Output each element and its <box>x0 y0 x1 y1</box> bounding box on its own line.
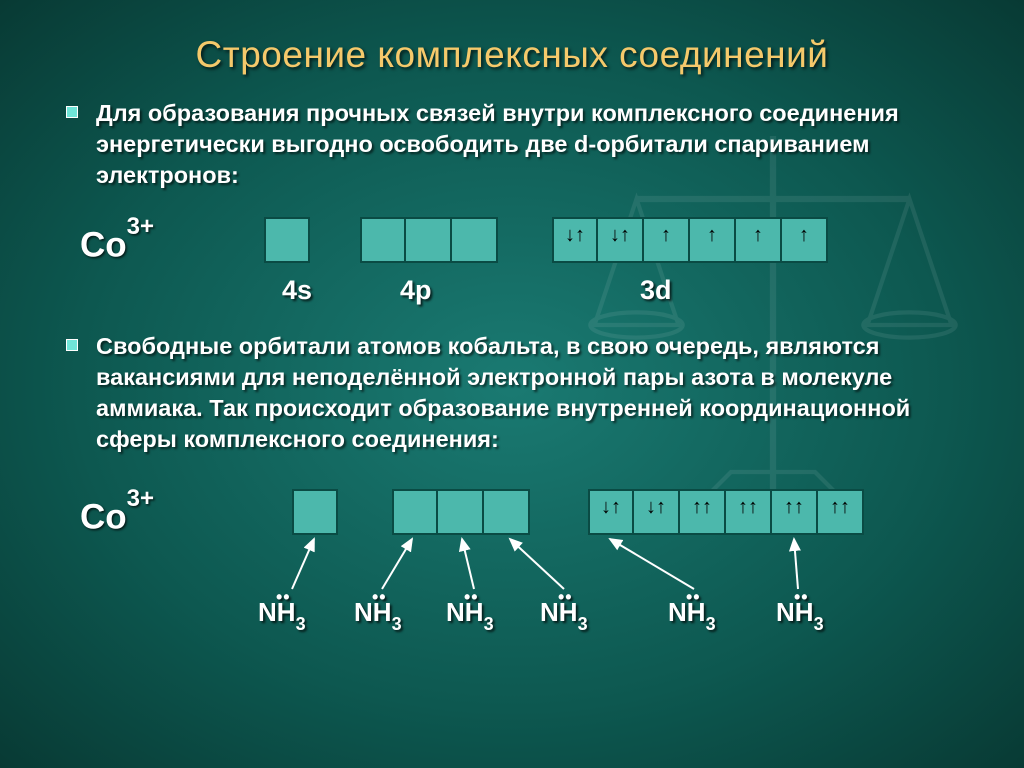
orbital-group-4s <box>292 489 338 535</box>
orbital-cell: ↑ <box>736 217 782 263</box>
orbital-cell <box>452 217 498 263</box>
orbital-group-4s <box>264 217 310 263</box>
ligand-label: • •NH3 <box>540 597 588 632</box>
orbital-diagram-1: Co3+ 4s4p↓↑↓↑↑↑↑↑3d <box>42 205 982 325</box>
ion-label-2: Co3+ <box>80 495 154 538</box>
bullet-marker-icon <box>66 106 78 118</box>
orbital-cell: ↑↑ <box>680 489 726 535</box>
orbital-cell: ↑↑ <box>726 489 772 535</box>
orbital-cell: ↓↑ <box>552 217 598 263</box>
orbital-group-3d: ↓↑↓↑↑↑↑↑↑↑↑↑ <box>588 489 864 535</box>
orbital-cell: ↓↑ <box>588 489 634 535</box>
bullet-2-text: Свободные орбитали атомов кобальта, в св… <box>96 331 982 455</box>
bullet-marker-icon <box>66 339 78 351</box>
orbital-label-3d: 3d <box>640 275 672 306</box>
ligand-label: • •NH3 <box>446 597 494 632</box>
bullet-1: Для образования прочных связей внутри ко… <box>66 98 982 191</box>
orbital-cell <box>264 217 310 263</box>
orbital-cell <box>438 489 484 535</box>
orbital-label-4p: 4p <box>400 275 432 306</box>
orbital-cell <box>392 489 438 535</box>
orbital-cell: ↓↑ <box>634 489 680 535</box>
ligand-label: • •NH3 <box>668 597 716 632</box>
orbital-cell <box>292 489 338 535</box>
orbital-diagram-2: Co3+ ↓↑↓↑↑↑↑↑↑↑↑↑• •NH3• •NH3• •NH3• •NH… <box>42 469 982 639</box>
orbital-cell <box>406 217 452 263</box>
ligand-label: • •NH3 <box>258 597 306 632</box>
slide-title: Строение комплексных соединений <box>42 34 982 76</box>
orbital-cell: ↑ <box>782 217 828 263</box>
bullet-1-text: Для образования прочных связей внутри ко… <box>96 98 982 191</box>
bullet-2: Свободные орбитали атомов кобальта, в св… <box>66 331 982 455</box>
orbital-cell <box>360 217 406 263</box>
ligand-label: • •NH3 <box>354 597 402 632</box>
orbital-cell: ↑↑ <box>818 489 864 535</box>
orbital-group-4p <box>392 489 530 535</box>
orbital-cell: ↑↑ <box>772 489 818 535</box>
orbital-group-3d: ↓↑↓↑↑↑↑↑ <box>552 217 828 263</box>
ligand-label: • •NH3 <box>776 597 824 632</box>
orbital-cell: ↑ <box>690 217 736 263</box>
ion-label-1: Co3+ <box>80 223 154 266</box>
orbital-label-4s: 4s <box>282 275 312 306</box>
orbital-cell <box>484 489 530 535</box>
orbital-cell: ↓↑ <box>598 217 644 263</box>
orbital-group-4p <box>360 217 498 263</box>
orbital-cell: ↑ <box>644 217 690 263</box>
